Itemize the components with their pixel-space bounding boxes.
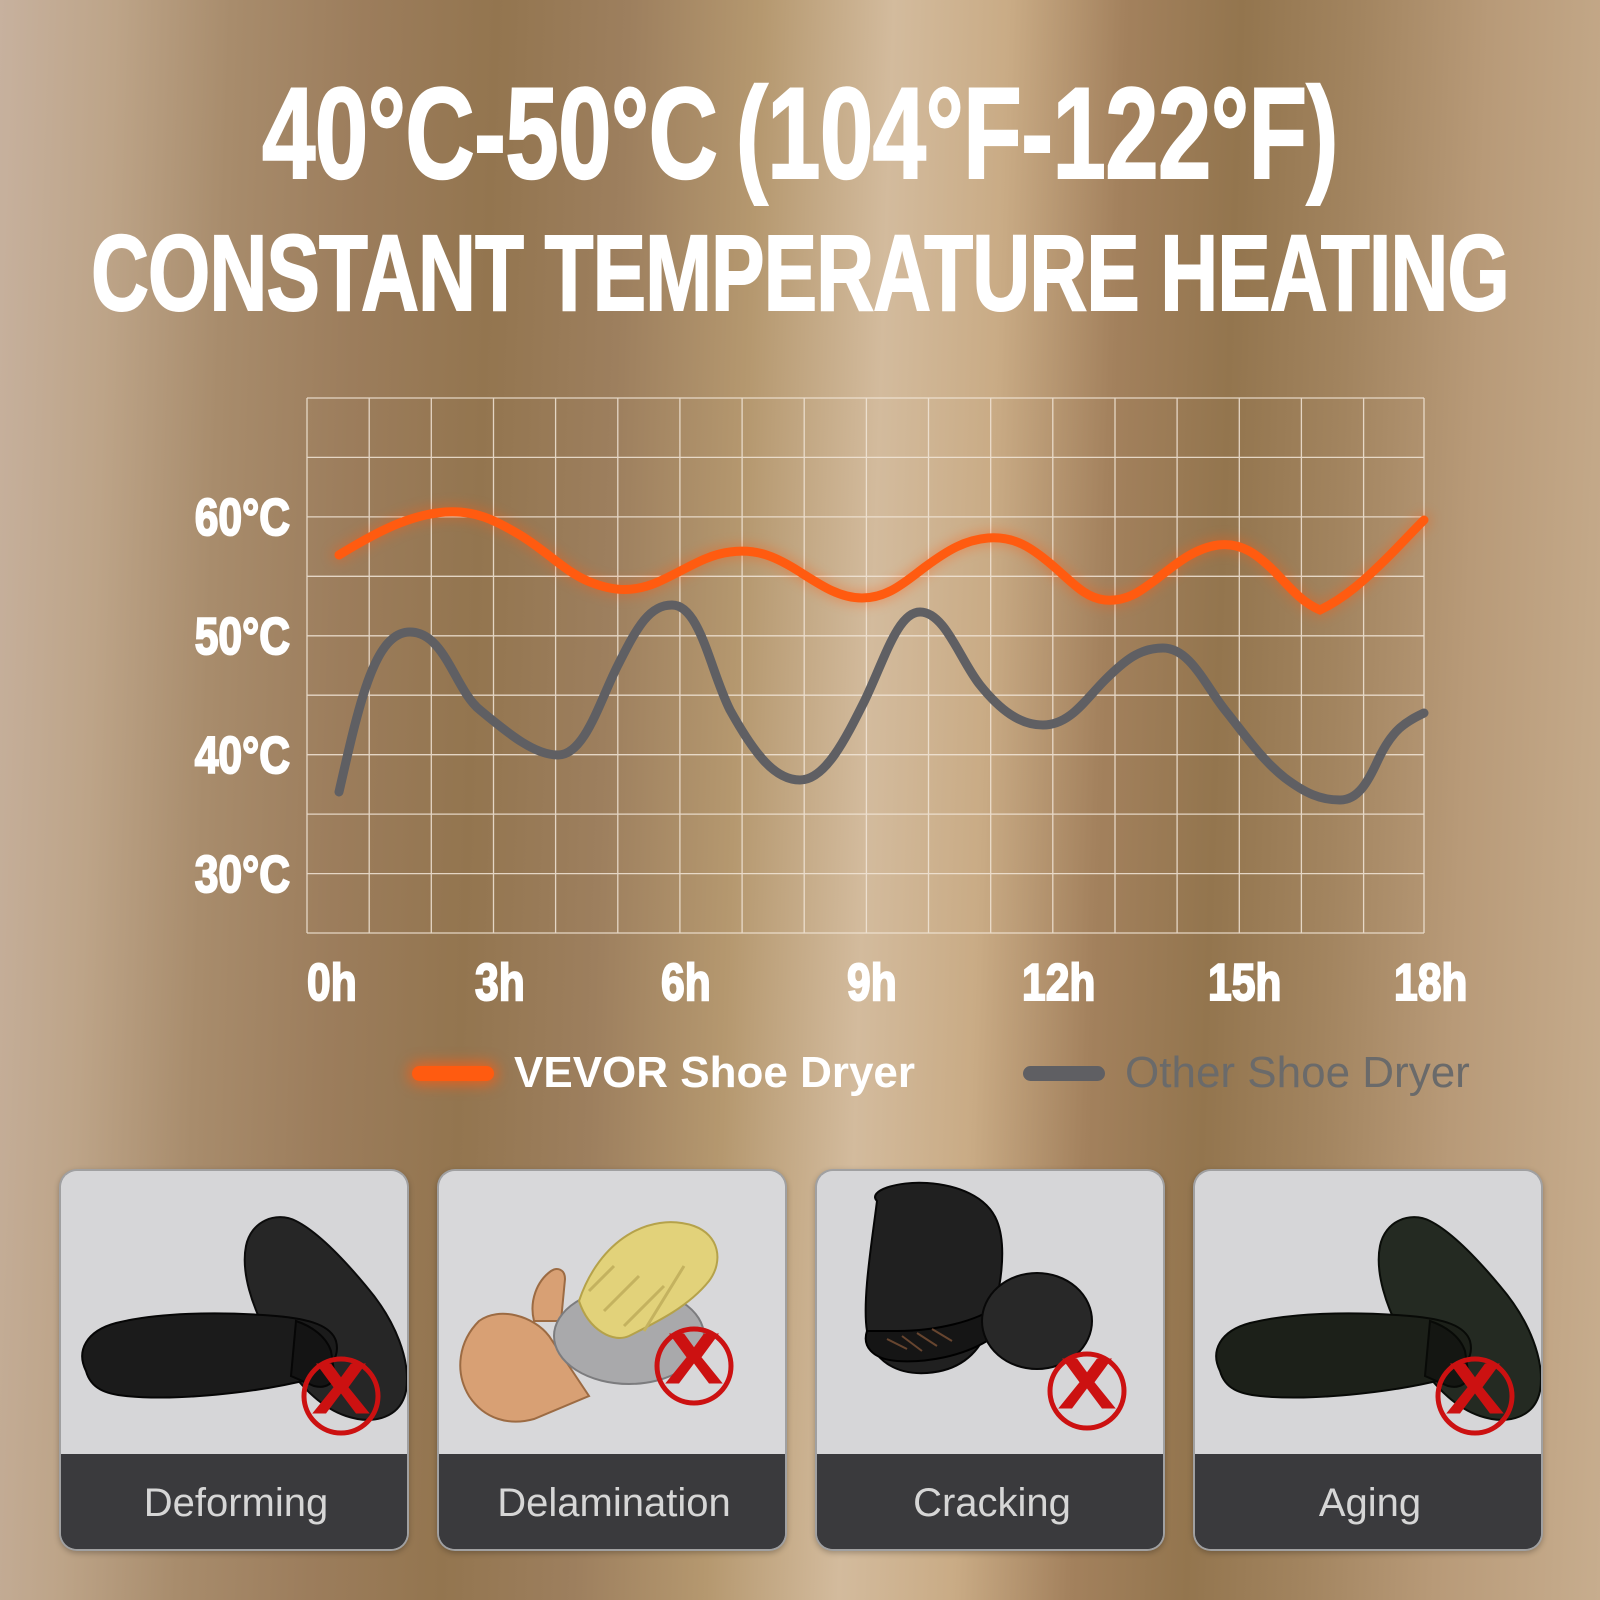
svg-text:30°C: 30°C xyxy=(195,846,290,904)
svg-text:50°C: 50°C xyxy=(195,608,290,666)
svg-text:60°C: 60°C xyxy=(195,489,290,547)
svg-text:12h: 12h xyxy=(1022,954,1095,1012)
svg-text:0h: 0h xyxy=(307,954,357,1012)
svg-text:3h: 3h xyxy=(475,954,525,1012)
svg-text:15h: 15h xyxy=(1208,954,1281,1012)
svg-text:40°C: 40°C xyxy=(195,727,290,785)
svg-text:18h: 18h xyxy=(1394,954,1467,1012)
svg-text:6h: 6h xyxy=(661,954,711,1012)
svg-text:9h: 9h xyxy=(847,954,897,1012)
